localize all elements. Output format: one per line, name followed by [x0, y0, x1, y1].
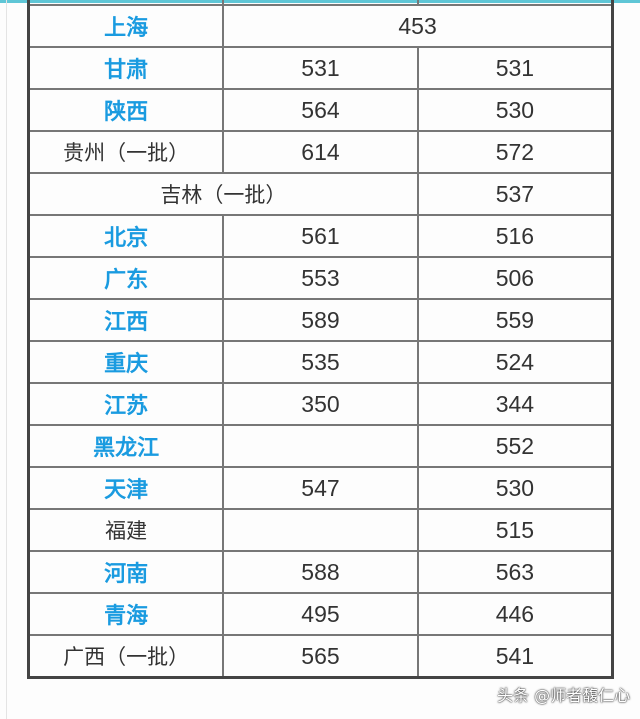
score-cell: 446 [416, 592, 614, 636]
score-cell [222, 424, 419, 468]
score-cell: 531 [222, 46, 419, 90]
score-cell: 563 [416, 550, 614, 594]
score-cell: 530 [416, 88, 614, 132]
table-row: 陕西 564 530 [27, 88, 614, 132]
province-cell: 陕西 [27, 88, 225, 132]
score-cell: 344 [416, 382, 614, 426]
score-cell: 524 [416, 340, 614, 384]
score-cell: 547 [222, 466, 419, 510]
table-row: 北京 561 516 [27, 214, 614, 258]
province-cell: 广东 [27, 256, 225, 300]
table-row: 吉林（一批） 537 [26, 172, 614, 216]
table-row: 天津 547 530 [27, 466, 614, 510]
table-row: 河南 588 563 [27, 550, 614, 594]
score-cell: 350 [222, 382, 419, 426]
table-row: 江苏 350 344 [27, 382, 614, 426]
score-cell: 495 [222, 592, 419, 636]
score-cell: 572 [416, 130, 614, 174]
score-cell: 614 [222, 130, 419, 174]
score-cell: 552 [416, 424, 614, 468]
score-cell: 537 [416, 172, 614, 216]
score-cell: 541 [416, 634, 614, 679]
score-cell: 531 [416, 46, 614, 90]
table-row: 上海 453 [27, 4, 615, 48]
score-cell: 559 [416, 298, 614, 342]
cell [27, 0, 225, 6]
score-cell: 506 [416, 256, 614, 300]
province-cell: 重庆 [27, 340, 225, 384]
score-table: 上海 453 甘肃 531 531 陕西 564 530 贵州（一批） 614 572 吉林（一批） 5… [26, 0, 615, 679]
watermark: 头条 @师者馥仁心 [497, 686, 631, 705]
table-row: 福建 515 [27, 508, 614, 552]
left-border [6, 0, 7, 719]
province-cell: 福建 [27, 508, 225, 552]
score-cell: 553 [222, 256, 419, 300]
score-cell: 588 [222, 550, 419, 594]
score-cell: 561 [222, 214, 419, 258]
province-cell: 上海 [27, 4, 225, 48]
province-cell: 黑龙江 [27, 424, 225, 468]
province-cell: 天津 [27, 466, 225, 510]
table-row: 广东 553 506 [27, 256, 614, 300]
score-cell: 515 [416, 508, 614, 552]
table-row: 广西（一批） 565 541 [27, 634, 614, 679]
score-cell: 516 [416, 214, 614, 258]
table-row: 江西 589 559 [27, 298, 614, 342]
province-cell: 北京 [27, 214, 225, 258]
table-row: 青海 495 446 [27, 592, 614, 636]
table-row: 重庆 535 524 [27, 340, 614, 384]
score-cell: 589 [222, 298, 419, 342]
cell [416, 0, 614, 6]
score-cell: 453 [222, 4, 615, 48]
province-cell: 江苏 [27, 382, 225, 426]
province-cell: 甘肃 [27, 46, 225, 90]
score-cell: 564 [222, 88, 419, 132]
province-cell: 吉林（一批） [26, 172, 419, 216]
table-row-partial [27, 0, 614, 6]
score-cell [222, 508, 419, 552]
cell [222, 0, 419, 6]
province-cell: 河南 [27, 550, 225, 594]
score-cell: 565 [222, 634, 419, 679]
score-cell: 530 [416, 466, 614, 510]
province-cell: 江西 [27, 298, 225, 342]
province-cell: 青海 [27, 592, 225, 636]
table-row: 贵州（一批） 614 572 [27, 130, 614, 174]
score-cell: 535 [222, 340, 419, 384]
table-row: 甘肃 531 531 [27, 46, 614, 90]
table-row: 黑龙江 552 [27, 424, 614, 468]
province-cell: 广西（一批） [27, 634, 225, 679]
province-cell: 贵州（一批） [27, 130, 225, 174]
